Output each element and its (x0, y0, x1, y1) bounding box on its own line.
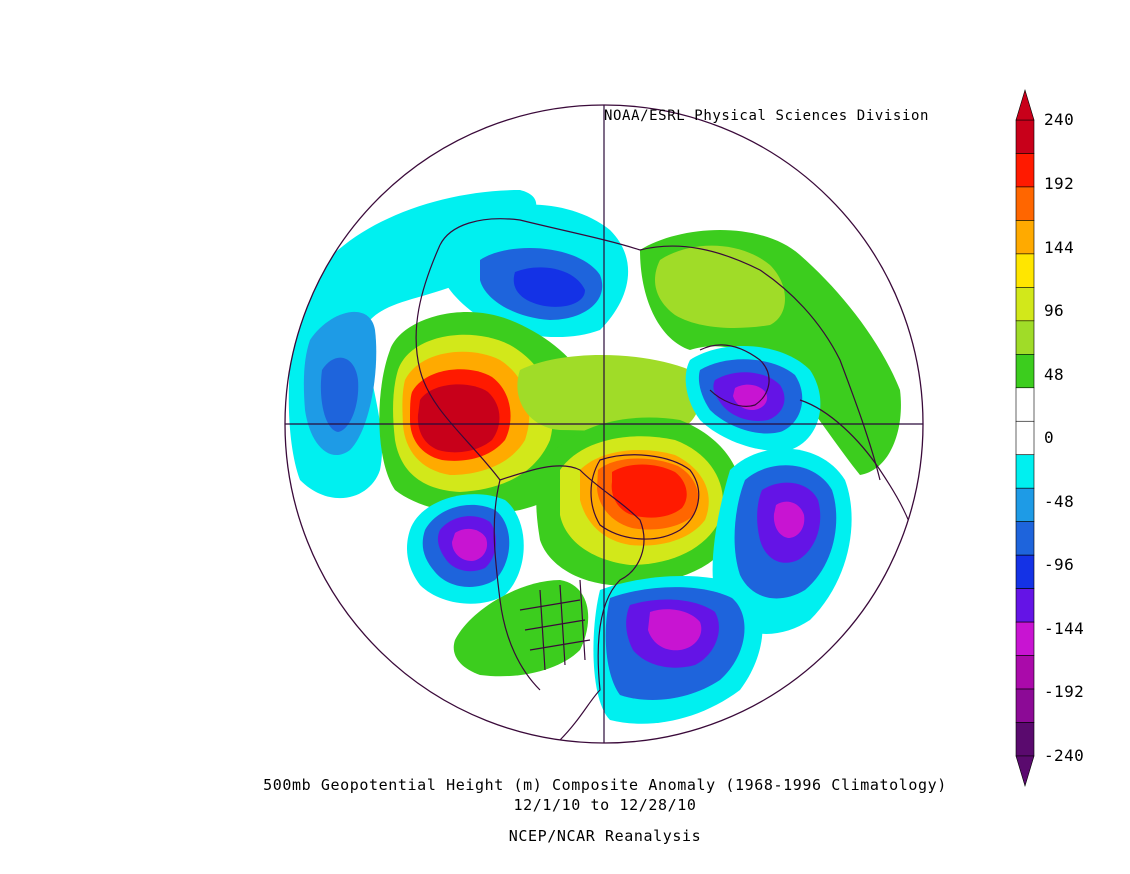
colorbar-swatch (1015, 521, 1035, 556)
colorbar-tick: 240 (1044, 110, 1075, 129)
colorbar-swatch (1015, 621, 1035, 656)
colorbar-swatch (1015, 186, 1035, 221)
anomaly-west-pacific-negative-inner (320, 357, 359, 432)
colorbar-swatch (1015, 588, 1035, 623)
anomaly-field (288, 190, 901, 724)
colorbar-swatch (1015, 454, 1035, 489)
coastline-greenland (590, 454, 700, 540)
map-title-line2: 12/1/10 to 12/28/10 (513, 796, 697, 814)
colorbar-tick: -192 (1044, 682, 1085, 701)
map-title-line1: 500mb Geopotential Height (m) Composite … (263, 776, 947, 794)
grid-lines (285, 105, 923, 743)
colorbar-swatch (1015, 320, 1035, 355)
colorbar-swatch (1015, 119, 1035, 154)
colorbar-tick: 48 (1044, 365, 1065, 384)
colorbar-swatch (1015, 655, 1035, 690)
colorbar-swatch (1015, 287, 1035, 322)
colorbar-max-arrow (1015, 88, 1035, 121)
anomaly-alaska-positive-max (417, 384, 500, 453)
colorbar-swatch (1015, 253, 1035, 288)
colorbar-tick: 0 (1044, 428, 1055, 447)
colorbar-tick: -240 (1044, 746, 1085, 765)
anomaly-greenland-positive-max (611, 464, 687, 518)
colorbar-tick: 144 (1044, 238, 1075, 257)
colorbar-min-arrow (1015, 755, 1035, 788)
map-title-line3: NCEP/NCAR Reanalysis (508, 827, 702, 845)
us-state-lines (519, 579, 591, 671)
colorbar-tick: -48 (1044, 492, 1075, 511)
anomaly-atlantic-negative-max (773, 501, 805, 538)
credit-label: NOAA/ESRL Physical Sciences Division (604, 108, 930, 124)
colorbar-swatch (1015, 153, 1035, 188)
colorbar-swatch (1015, 354, 1035, 389)
colorbar-swatch (1015, 420, 1035, 456)
colorbar-swatch (1015, 220, 1035, 255)
colorbar-swatch (1015, 387, 1035, 422)
colorbar-swatch (1015, 487, 1035, 522)
coastline-scandinavia (699, 344, 770, 407)
colorbar-swatch (1015, 688, 1035, 723)
colorbar-tick: -96 (1044, 555, 1075, 574)
colorbar-tick: -144 (1044, 619, 1085, 638)
colorbar-swatch (1015, 554, 1035, 589)
colorbar-swatch (1015, 722, 1035, 757)
coastline-eurasia (439, 218, 881, 481)
anomaly-arctic-positive (517, 355, 701, 433)
anomaly-europe-negative-max (733, 384, 768, 410)
anomaly-siberia-negative-inner (513, 267, 585, 307)
colorbar (1015, 88, 1035, 788)
coastline-east-asia (415, 244, 501, 481)
colorbar-tick: 192 (1044, 174, 1075, 193)
anomaly-east-us-negative-max (648, 609, 702, 651)
map-boundary-circle (284, 104, 924, 744)
anomaly-japan-negative-max (452, 528, 488, 561)
coastline-north-america (493, 465, 645, 741)
colorbar-tick: 96 (1044, 301, 1065, 320)
